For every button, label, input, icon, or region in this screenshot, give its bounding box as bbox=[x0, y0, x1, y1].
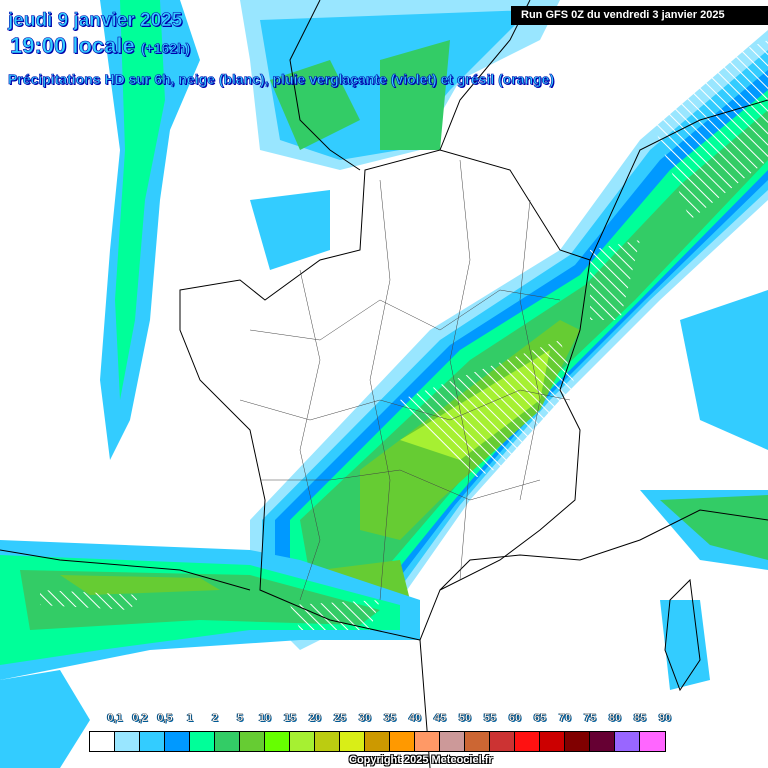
legend-swatch bbox=[90, 732, 115, 751]
forecast-date: jeudi 9 janvier 2025 bbox=[8, 10, 183, 32]
map-subtitle: Précipitations HD sur 6h, neige (blanc),… bbox=[8, 71, 555, 88]
legend-label: 35 bbox=[383, 712, 397, 724]
legend-swatch bbox=[465, 732, 490, 751]
legend-swatch bbox=[365, 732, 390, 751]
legend-swatch bbox=[340, 732, 365, 751]
legend-label: 5 bbox=[236, 712, 244, 724]
legend-swatch bbox=[165, 732, 190, 751]
legend-label: 85 bbox=[633, 712, 647, 724]
legend-swatch bbox=[565, 732, 590, 751]
legend-label: 70 bbox=[558, 712, 572, 724]
legend-swatch bbox=[315, 732, 340, 751]
legend-swatch bbox=[440, 732, 465, 751]
legend-label: 50 bbox=[458, 712, 472, 724]
legend-label: 30 bbox=[358, 712, 372, 724]
legend-label: 65 bbox=[533, 712, 547, 724]
legend-swatch bbox=[140, 732, 165, 751]
legend-swatch bbox=[640, 732, 665, 751]
legend-swatch bbox=[490, 732, 515, 751]
legend-swatch bbox=[240, 732, 265, 751]
legend-swatch bbox=[265, 732, 290, 751]
legend-swatch bbox=[615, 732, 640, 751]
legend-swatch bbox=[590, 732, 615, 751]
legend-label: 10 bbox=[258, 712, 272, 724]
copyright: Copyright 2025 Meteociel.fr bbox=[349, 754, 493, 766]
legend-swatch bbox=[515, 732, 540, 751]
legend-swatch bbox=[115, 732, 140, 751]
precip-northwest bbox=[100, 0, 768, 690]
legend-label: 0,5 bbox=[157, 712, 173, 724]
local-time: 19:00 locale bbox=[10, 33, 135, 59]
legend-label: 90 bbox=[658, 712, 672, 724]
legend-swatch bbox=[540, 732, 565, 751]
department-borders bbox=[239, 159, 571, 601]
legend-label: 40 bbox=[408, 712, 422, 724]
snow-hatching bbox=[40, 40, 768, 630]
legend-label: 20 bbox=[308, 712, 322, 724]
legend-swatch bbox=[290, 732, 315, 751]
forecast-time: 19:00 locale (+162h) bbox=[10, 33, 191, 59]
run-info: Run GFS 0Z du vendredi 3 janvier 2025 bbox=[511, 6, 768, 25]
legend-swatch bbox=[390, 732, 415, 751]
legend-label: 0,2 bbox=[132, 712, 148, 724]
legend-label: 25 bbox=[333, 712, 347, 724]
legend-label: 60 bbox=[508, 712, 522, 724]
legend-label: 55 bbox=[483, 712, 497, 724]
legend-swatch bbox=[215, 732, 240, 751]
legend-label: 2 bbox=[211, 712, 219, 724]
legend-label: 75 bbox=[583, 712, 597, 724]
color-scale-legend bbox=[89, 731, 666, 752]
legend-label: 80 bbox=[608, 712, 622, 724]
lead-time: (+162h) bbox=[140, 40, 191, 57]
legend-label: 15 bbox=[283, 712, 297, 724]
legend-label: 1 bbox=[186, 712, 194, 724]
legend-swatch bbox=[190, 732, 215, 751]
legend-label: 0,1 bbox=[107, 712, 123, 724]
legend-label: 45 bbox=[433, 712, 447, 724]
legend-swatch bbox=[415, 732, 440, 751]
precip-band-southwest bbox=[0, 540, 420, 768]
